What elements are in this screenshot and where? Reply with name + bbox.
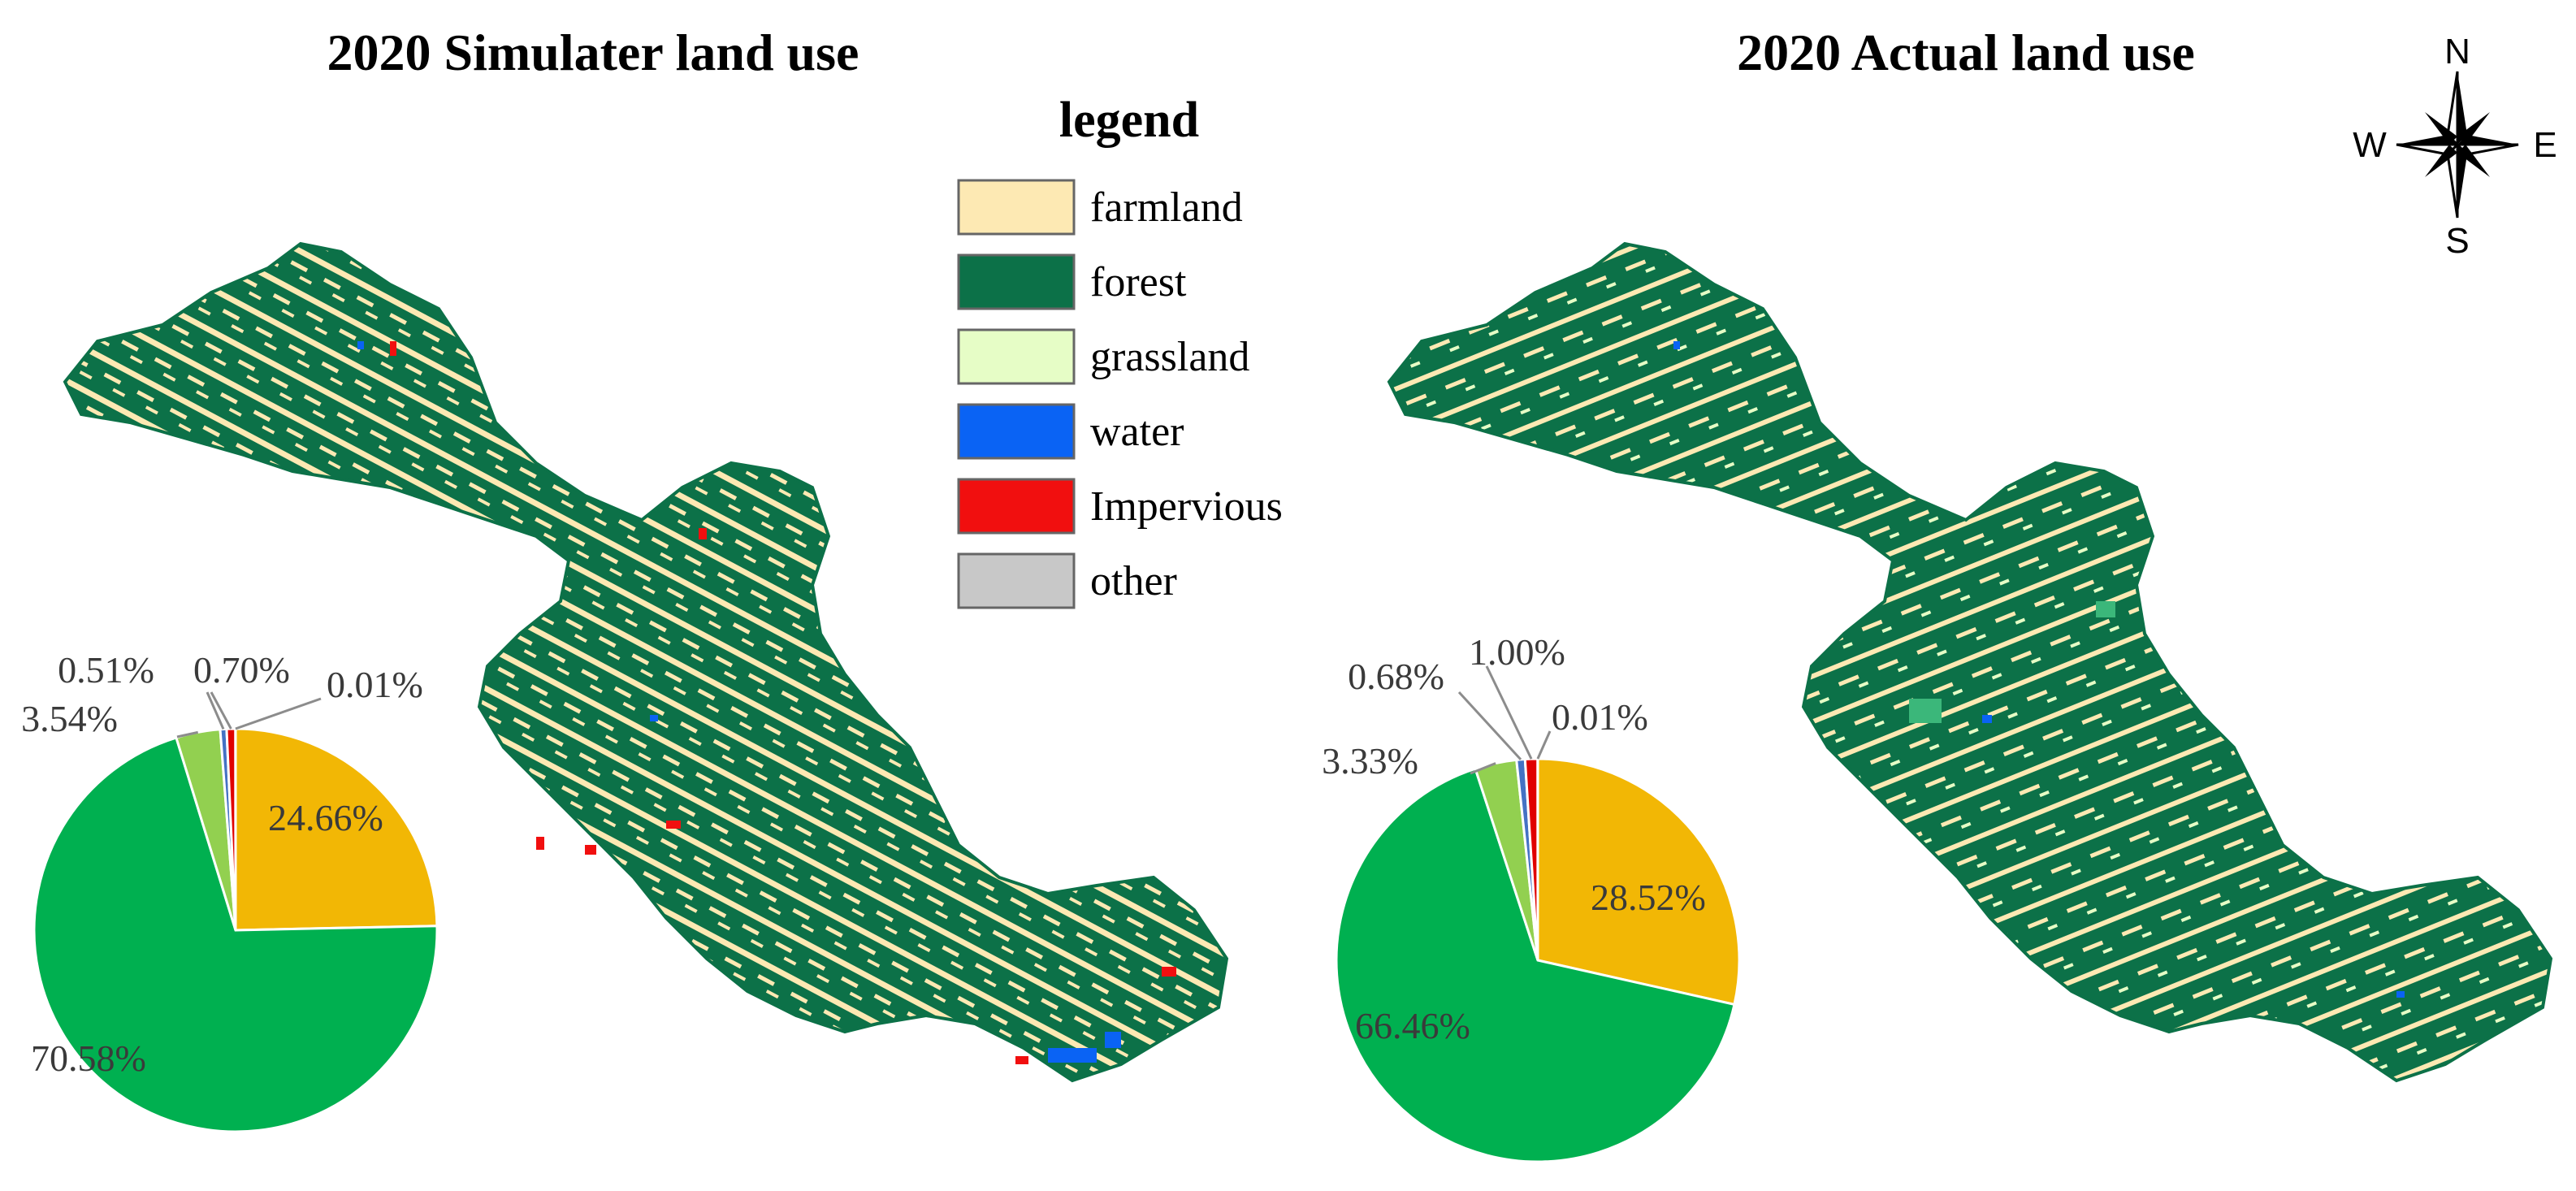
legend-label-water: water — [1090, 409, 1184, 455]
pie-label-grassland: 3.33% — [1322, 740, 1418, 782]
pie-label-forest: 70.58% — [31, 1037, 146, 1079]
pie-label-grassland: 3.54% — [21, 698, 118, 739]
compass-east: E — [2533, 125, 2557, 165]
pie-slice-forest — [1335, 767, 1736, 1163]
pie-label-farmland: 24.66% — [268, 797, 383, 838]
legend-label-farmland: farmland — [1090, 184, 1243, 231]
legend-swatch-water — [957, 403, 1076, 460]
legend-swatch-farmland — [957, 179, 1076, 236]
pie-label-forest: 66.46% — [1355, 1005, 1470, 1046]
legend-swatch-grassland — [957, 328, 1076, 385]
legend-label-forest: forest — [1090, 259, 1187, 305]
pie-label-other: 0.01% — [1552, 696, 1648, 738]
left-pie-chart: 24.66% 70.58% 3.54% 0.51% 0.70% 0.01% — [21, 649, 439, 1133]
compass-rose-icon: N S E W — [2353, 32, 2557, 261]
legend-swatch-impervious — [957, 478, 1076, 535]
legend-label-grassland: grassland — [1090, 334, 1249, 380]
pie-leader-line — [210, 691, 232, 730]
compass-south: S — [2445, 221, 2469, 261]
pie-label-water: 0.51% — [58, 649, 154, 691]
legend-swatch-other — [957, 552, 1076, 609]
pie-label-water: 0.68% — [1348, 656, 1444, 697]
legend-title: legend — [1059, 93, 1199, 148]
pie-label-other: 0.01% — [327, 664, 423, 705]
pie-leader-line — [1536, 730, 1552, 760]
pie-leader-line — [1457, 691, 1522, 760]
pie-slice-farmland — [234, 727, 439, 932]
right-land-use-map — [1388, 242, 2552, 1082]
pie-label-impervious: 1.00% — [1469, 631, 1565, 673]
right-map-title: 2020 Actual land use — [1737, 24, 2195, 81]
legend-label-impervious: Impervious — [1090, 483, 1283, 530]
legend-label-other: other — [1090, 558, 1177, 604]
pie-slice-farmland — [1536, 757, 1741, 1007]
pie-label-farmland: 28.52% — [1591, 877, 1706, 918]
left-land-use-map — [63, 242, 1228, 1082]
pie-leader-line — [1470, 762, 1496, 775]
compass-north: N — [2444, 32, 2470, 71]
legend: legend farmland forest grassland water Imper… — [957, 93, 1283, 609]
pie-leader-line — [1485, 665, 1533, 760]
pie-leader-line — [176, 730, 199, 738]
left-map-title: 2020 Simulater land use — [327, 24, 859, 81]
compass-west: W — [2353, 125, 2387, 165]
pie-slice-forest — [32, 736, 439, 1133]
pie-label-impervious: 0.70% — [193, 649, 290, 691]
right-pie-chart: 28.52% 66.46% 3.33% 0.68% 1.00% 0.01% — [1322, 631, 1741, 1163]
pie-leader-line — [235, 697, 322, 730]
pie-leader-line — [206, 691, 225, 730]
legend-swatch-forest — [957, 253, 1076, 310]
